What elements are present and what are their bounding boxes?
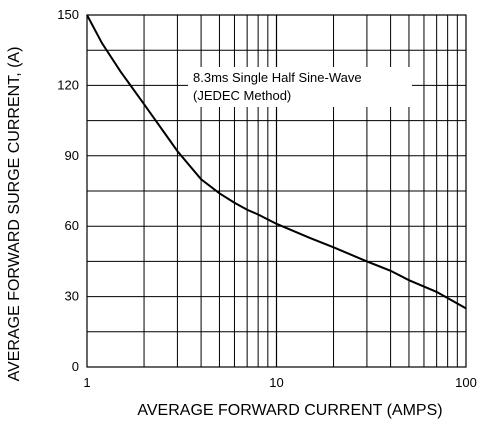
- y-tick-labels: 0 30 60 90 120 150: [57, 7, 79, 374]
- annotation: 8.3ms Single Half Sine-Wave (JEDEC Metho…: [188, 67, 412, 107]
- surge-current-curve: [86, 14, 467, 310]
- y-tick-label: 90: [65, 148, 79, 163]
- y-tick-label: 30: [65, 289, 79, 304]
- y-tick-label: 120: [57, 77, 79, 92]
- annotation-background: [188, 67, 412, 107]
- y-axis-title: AVERAGE FORWARD SURGE CURRENT, (A): [6, 47, 23, 382]
- annotation-line-2: (JEDEC Method): [193, 88, 291, 103]
- y-tick-label: 0: [72, 359, 79, 374]
- x-tick-label: 1: [83, 375, 90, 390]
- annotation-line-1: 8.3ms Single Half Sine-Wave: [193, 70, 362, 85]
- y-tick-label: 60: [65, 218, 79, 233]
- y-tick-label: 150: [57, 7, 79, 22]
- plot-frame: [86, 14, 467, 368]
- x-tick-label: 10: [269, 375, 283, 390]
- x-axis-title: AVERAGE FORWARD CURRENT (AMPS): [137, 402, 442, 419]
- x-tick-labels: 1 10 100: [83, 375, 476, 390]
- x-tick-label: 100: [455, 375, 477, 390]
